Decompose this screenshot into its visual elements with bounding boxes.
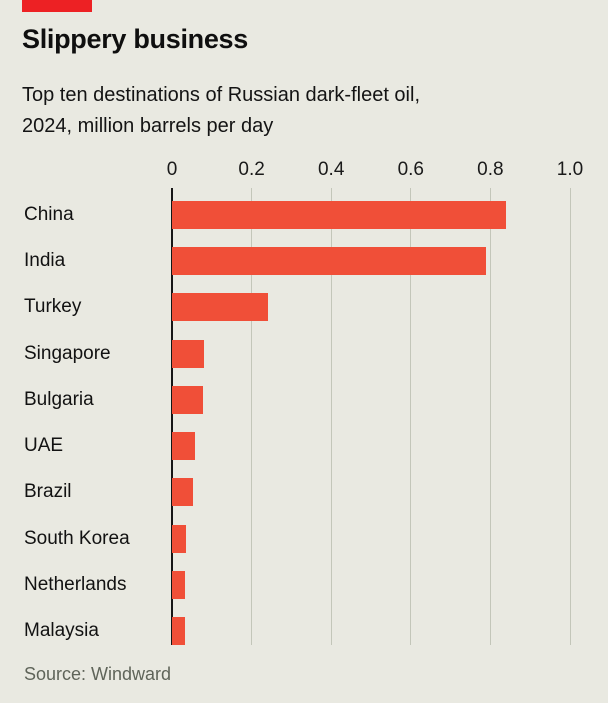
gridline-0.8 [489, 188, 491, 645]
category-label-malaysia: Malaysia [24, 620, 99, 641]
chart-subtitle: Top ten destinations of Russian dark-fle… [22, 80, 420, 142]
bar-turkey [172, 293, 268, 321]
bar-netherlands [172, 571, 185, 599]
bar-chart: 0 0.2 0.4 0.6 0.8 1.0 China India Turkey Singapo… [0, 158, 608, 645]
category-labels: China India Turkey Singapore Bulgaria UAE Braz… [24, 188, 172, 645]
gridline-0.2 [251, 188, 253, 645]
bar-india [172, 247, 486, 275]
category-label-south-korea: South Korea [24, 528, 130, 549]
category-label-turkey: Turkey [24, 296, 82, 317]
chart-title: Slippery business [22, 24, 248, 54]
brand-red-tab [22, 0, 92, 12]
bar-singapore [172, 340, 204, 368]
source-note: Source: Windward [24, 664, 172, 684]
plot-area [171, 188, 571, 645]
chart-subtitle-line1: Top ten destinations of Russian dark-fle… [22, 84, 420, 106]
category-label-brazil: Brazil [24, 481, 72, 502]
gridline-0.6 [410, 188, 412, 645]
category-label-bulgaria: Bulgaria [24, 389, 94, 410]
x-axis-tick-0: 0 [166, 159, 178, 180]
bar-bulgaria [172, 386, 203, 414]
chart-subtitle-line2: 2024, million barrels per day [22, 115, 274, 137]
bar-china [172, 201, 506, 229]
zero-axis-line [171, 188, 173, 645]
bar-uae [172, 432, 195, 460]
category-label-singapore: Singapore [24, 343, 111, 364]
x-axis-tick-0.6: 0.6 [397, 159, 425, 180]
x-axis-tick-0.8: 0.8 [477, 159, 504, 180]
bar-brazil [172, 478, 193, 506]
bar-malaysia [172, 617, 185, 645]
gridline-0.4 [330, 188, 332, 645]
category-label-uae: UAE [24, 435, 64, 456]
bar-south-korea [172, 525, 186, 553]
x-axis-tick-0.2: 0.2 [238, 159, 265, 180]
gridline-1 [569, 188, 571, 645]
category-label-china: China [24, 204, 74, 225]
category-label-india: India [24, 250, 66, 271]
x-axis-tick-0.4: 0.4 [317, 159, 345, 180]
category-label-netherlands: Netherlands [24, 574, 127, 595]
x-axis-tick-1.0: 1.0 [556, 159, 584, 180]
